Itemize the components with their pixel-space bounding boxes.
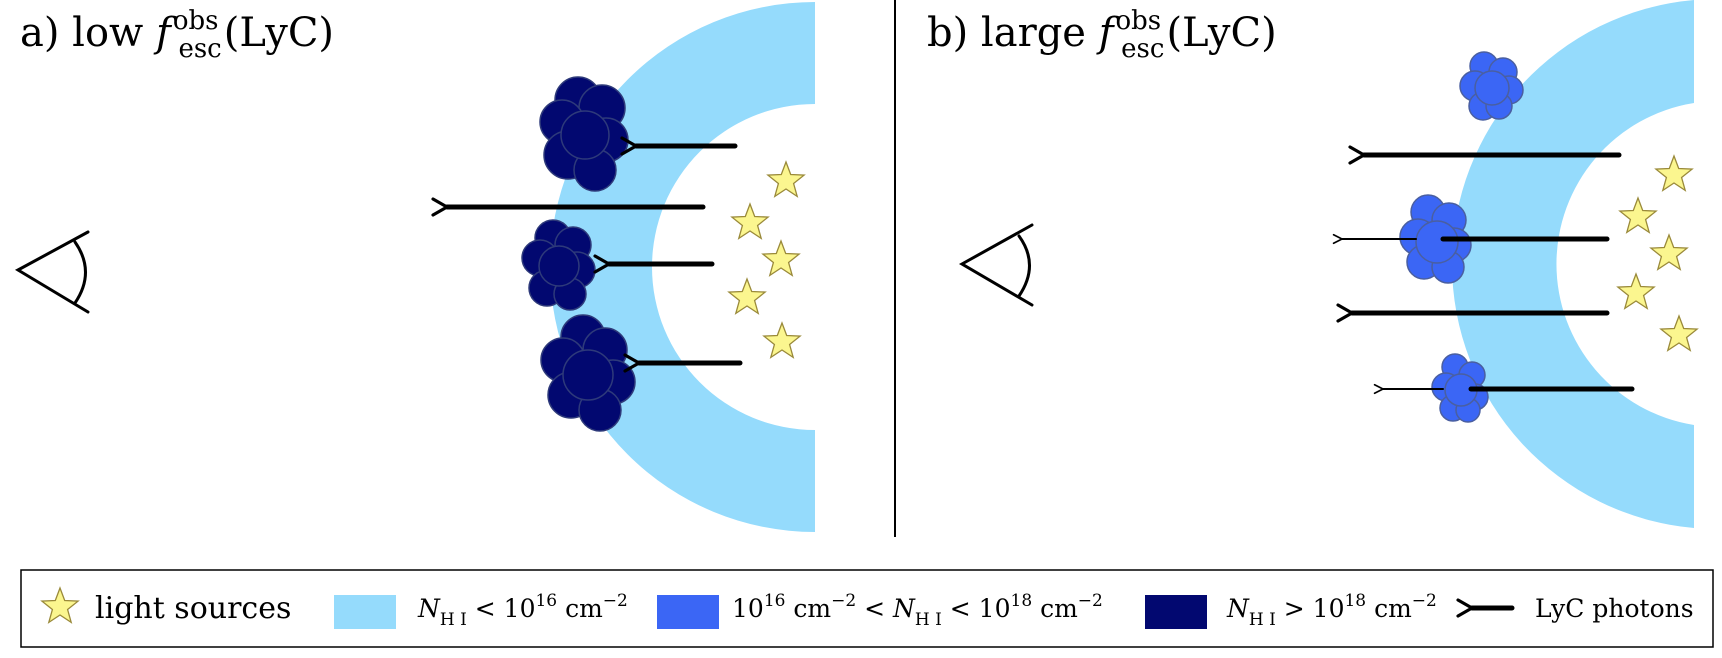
eye-icon bbox=[958, 223, 1034, 307]
panel-b-title: b) large fobs esc(LyC) bbox=[927, 6, 1277, 64]
dense-cloud bbox=[539, 76, 629, 192]
legend-swatch-intermediate-column bbox=[657, 595, 719, 629]
intermediate-cloud bbox=[1431, 353, 1489, 423]
dense-cloud bbox=[521, 219, 596, 311]
star-icon bbox=[727, 277, 767, 315]
star-icon bbox=[762, 321, 802, 359]
legend: light sources NH I < 1016 cm−2 1016 cm−2… bbox=[20, 569, 1714, 648]
star-icon bbox=[1659, 314, 1699, 352]
star-icon bbox=[766, 160, 806, 198]
star-icon bbox=[1654, 154, 1694, 192]
star-icon bbox=[761, 239, 801, 277]
legend-swatch-high-column bbox=[1145, 595, 1207, 629]
dense-cloud bbox=[540, 314, 636, 432]
panel-a-title: a) low fobs esc(LyC) bbox=[20, 6, 334, 64]
legend-low-column-label: NH I < 1016 cm−2 bbox=[417, 591, 628, 630]
star-icon bbox=[1649, 233, 1689, 271]
legend-high-column-label: NH I > 1018 cm−2 bbox=[1226, 591, 1437, 630]
legend-swatch-low-column bbox=[334, 595, 396, 629]
intermediate-cloud bbox=[1399, 194, 1472, 284]
legend-intermediate-column-label: 1016 cm−2 < NH I < 1018 cm−2 bbox=[732, 591, 1103, 630]
legend-light-sources-label: light sources bbox=[95, 591, 291, 626]
panel-a: a) low fobs esc(LyC) bbox=[14, 2, 815, 532]
panel-b: b) large fobs esc(LyC) bbox=[927, 0, 1699, 528]
eye-icon bbox=[14, 230, 90, 314]
legend-star-icon bbox=[40, 586, 80, 624]
star-icon bbox=[1618, 196, 1658, 234]
star-icon bbox=[730, 202, 770, 240]
star-icon bbox=[1616, 272, 1656, 310]
hi-shell-low-column bbox=[1451, 0, 1694, 528]
legend-lyc-photons-label: LyC photons bbox=[1535, 594, 1694, 623]
intermediate-cloud bbox=[1459, 51, 1524, 121]
legend-box bbox=[20, 569, 1714, 648]
